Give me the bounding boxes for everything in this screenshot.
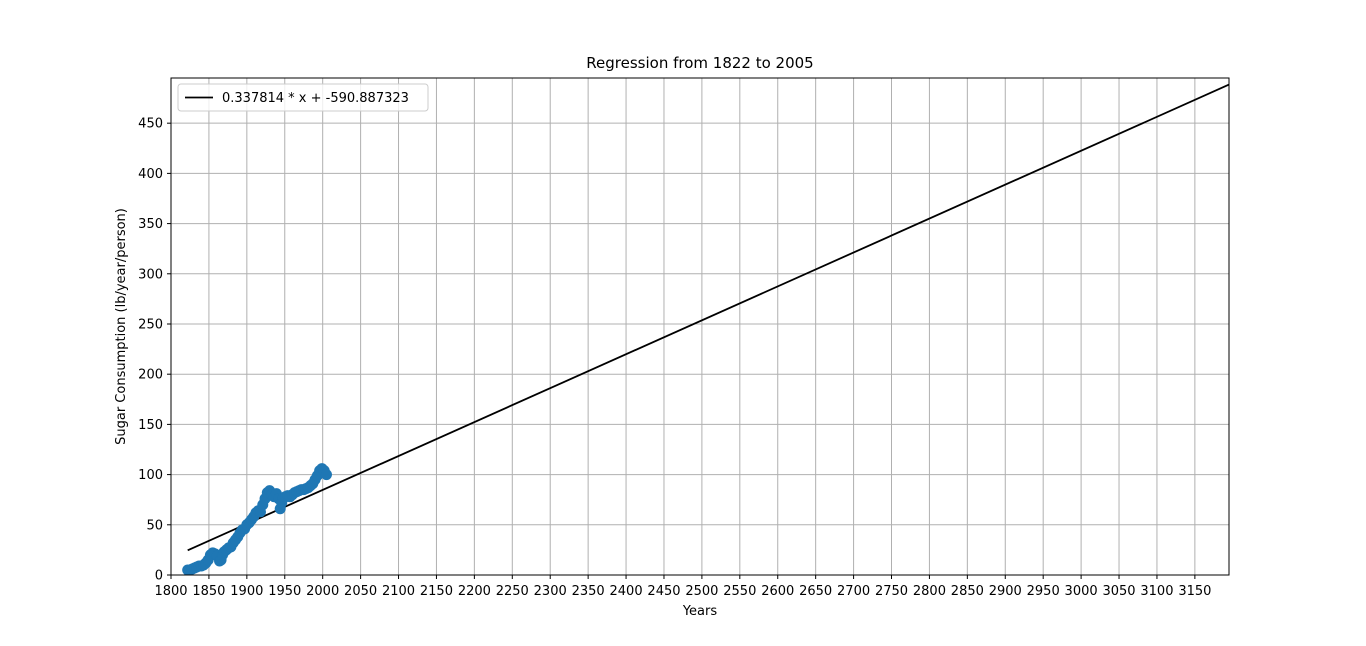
x-tick-label: 2700	[837, 584, 870, 599]
x-tick-label: 3050	[1102, 584, 1135, 599]
x-tick-label: 2050	[344, 584, 377, 599]
y-tick-label: 200	[138, 368, 163, 383]
regression-line	[187, 83, 1230, 552]
x-tick-label: 2350	[572, 584, 605, 599]
legend-box	[177, 83, 429, 112]
y-axis-label: Sugar Consumption (lb/year/person)	[114, 208, 129, 445]
x-axis-label: Years	[682, 604, 718, 619]
y-tick-label: 250	[138, 317, 163, 332]
x-tick-label: 2200	[458, 584, 491, 599]
x-tick-label: 3100	[1140, 584, 1173, 599]
x-tick-label: 1850	[192, 584, 225, 599]
x-tick-label: 2950	[1027, 584, 1060, 599]
x-tick-label: 3000	[1065, 584, 1098, 599]
y-tick-label: 0	[155, 569, 163, 584]
x-tick-label: 2150	[420, 584, 453, 599]
scatter-point	[320, 469, 332, 481]
x-tick-label: 2500	[685, 584, 718, 599]
x-tick-label: 2550	[723, 584, 756, 599]
x-tick-label: 2250	[496, 584, 529, 599]
x-tick-label: 2650	[799, 584, 832, 599]
axis-ticks: 1800 1850 1900 1950 2000 2050 2100 2150 2200 2250…	[138, 117, 1211, 599]
x-tick-label: 2800	[913, 584, 946, 599]
x-tick-label: 2300	[534, 584, 567, 599]
x-tick-label: 1950	[268, 584, 301, 599]
y-tick-label: 300	[138, 267, 163, 282]
x-tick-label: 2450	[647, 584, 680, 599]
y-tick-label: 150	[138, 418, 163, 433]
x-tick-label: 2000	[306, 584, 339, 599]
grid-lines	[170, 78, 1229, 576]
y-tick-label: 400	[138, 167, 163, 182]
legend: 0.337814 * x + -590.887323	[177, 83, 429, 112]
chart-title: Regression from 1822 to 2005	[586, 54, 813, 72]
y-tick-label: 50	[146, 518, 163, 533]
data-layer	[182, 83, 1230, 576]
y-tick-label: 450	[138, 117, 163, 132]
legend-entry-regression: 0.337814 * x + -590.887323	[222, 91, 409, 106]
x-tick-label: 1900	[230, 584, 263, 599]
x-tick-label: 2900	[989, 584, 1022, 599]
x-tick-label: 2100	[382, 584, 415, 599]
x-tick-label: 3150	[1178, 584, 1211, 599]
x-tick-label: 2750	[875, 584, 908, 599]
x-tick-label: 1800	[154, 584, 187, 599]
x-tick-label: 2400	[610, 584, 643, 599]
x-tick-label: 2850	[951, 584, 984, 599]
x-tick-label: 2600	[761, 584, 794, 599]
y-tick-label: 350	[138, 217, 163, 232]
y-tick-label: 100	[138, 468, 163, 483]
plot-frame	[170, 77, 1230, 576]
